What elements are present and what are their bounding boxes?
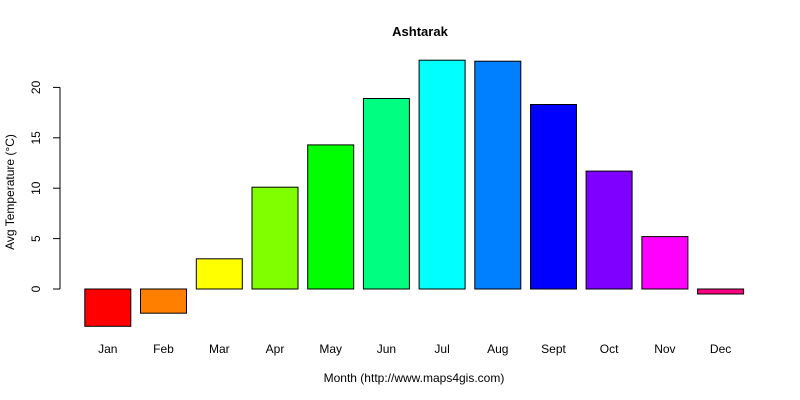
- bar-aug: [474, 60, 522, 290]
- y-tick-label: 10: [29, 181, 43, 195]
- y-tick-label: 0: [29, 285, 43, 292]
- y-tick-label: 20: [29, 80, 43, 94]
- bar-oct: [585, 170, 633, 290]
- chart-title: Ashtarak: [392, 24, 448, 39]
- bar-apr: [251, 186, 299, 290]
- bar-feb: [140, 288, 187, 314]
- bar-jul: [418, 59, 466, 290]
- x-tick-label: Feb: [153, 342, 174, 356]
- bars: [84, 59, 745, 327]
- x-tick-label: Aug: [487, 342, 508, 356]
- x-tick-label: Sept: [541, 342, 566, 356]
- bar-mar: [195, 258, 243, 290]
- x-tick-label: Jun: [377, 342, 396, 356]
- x-tick-label: Apr: [266, 342, 285, 356]
- x-axis-label: Month (http://www.maps4gis.com): [324, 371, 505, 385]
- bar-may: [307, 144, 355, 290]
- y-axis: 0 5 10 15 20: [29, 80, 61, 292]
- x-tick-label: Mar: [209, 342, 230, 356]
- x-tick-label: Jan: [98, 342, 117, 356]
- x-tick-label: May: [319, 342, 342, 356]
- bar-dec: [697, 288, 745, 295]
- x-tick-label: Jul: [434, 342, 449, 356]
- x-tick-label: Nov: [654, 342, 675, 356]
- bar-nov: [641, 236, 689, 290]
- x-tick-label: Dec: [710, 342, 731, 356]
- bar-jun: [362, 98, 410, 290]
- y-tick-label: 5: [29, 235, 43, 242]
- y-axis-label: Avg Temperature (°C): [3, 134, 17, 250]
- x-tick-label: Oct: [600, 342, 619, 356]
- bar-jan: [84, 288, 132, 327]
- x-tick-labels: Jan Feb Mar Apr May Jun Jul Aug Sept Oct Nov Dec: [98, 342, 731, 356]
- y-tick-label: 15: [29, 131, 43, 145]
- bar-sept: [530, 104, 577, 290]
